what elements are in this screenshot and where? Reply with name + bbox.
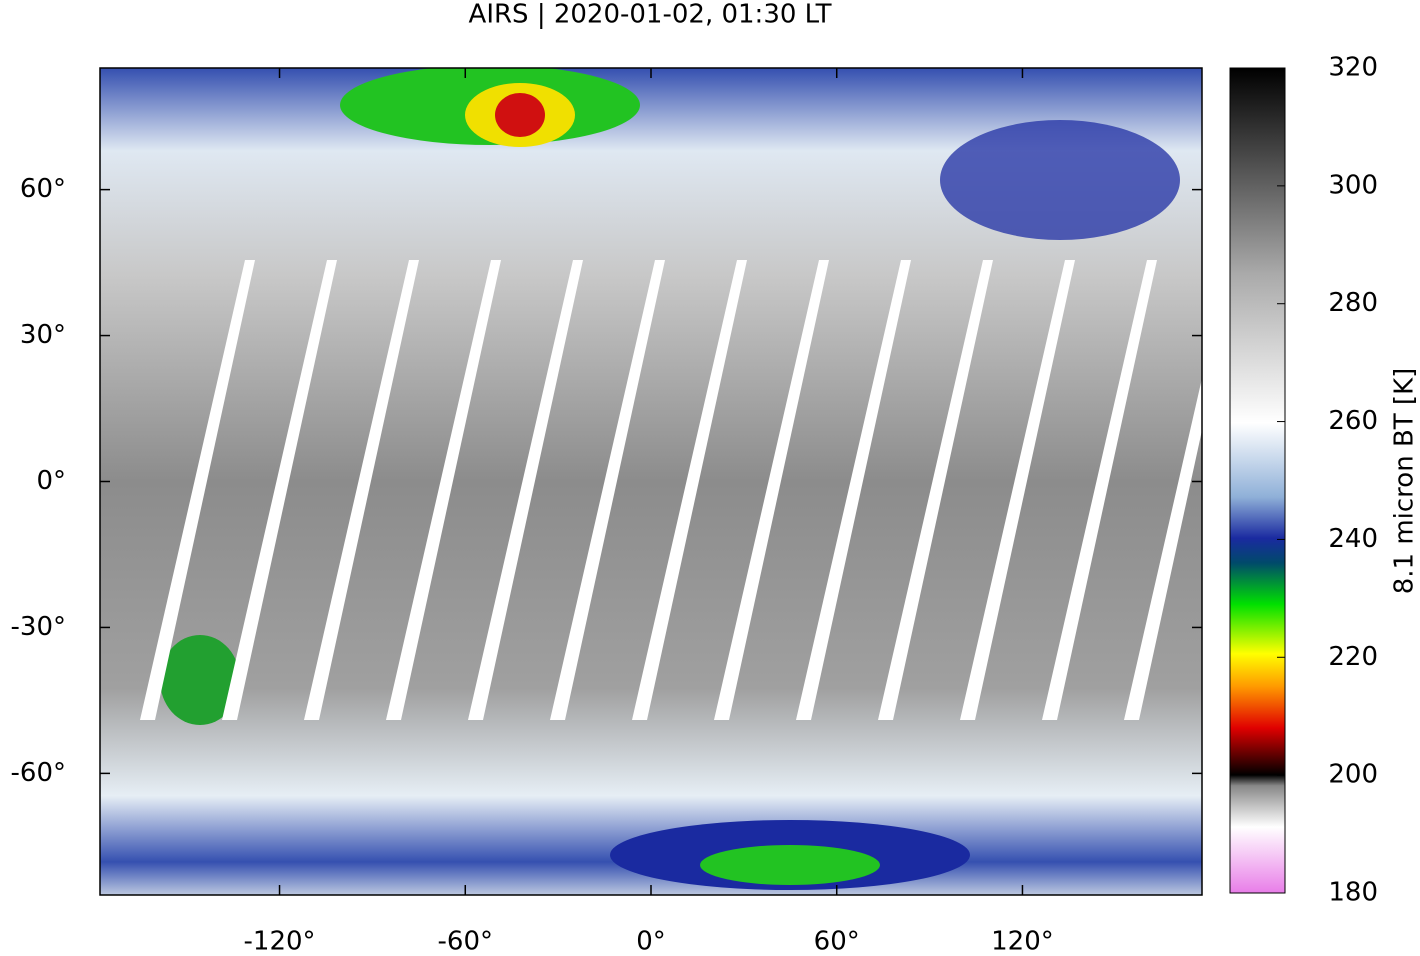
data-gap	[140, 260, 255, 720]
y-tick-label: 60°	[20, 174, 66, 204]
colorbar	[1229, 67, 1286, 894]
colorbar-tick-label: 240	[1328, 524, 1378, 554]
x-tick-label: -120°	[244, 927, 316, 956]
x-tick-label: 0°	[636, 927, 666, 956]
data-gap	[796, 260, 911, 720]
y-tick-label: -60°	[11, 758, 66, 788]
data-gap	[304, 260, 419, 720]
x-tick-label: -60°	[438, 927, 493, 956]
colorbar-tick-label: 200	[1328, 760, 1378, 790]
colorbar-tick-label: 220	[1328, 642, 1378, 672]
data-gap	[632, 260, 747, 720]
y-tick-label: 30°	[20, 320, 66, 350]
data-gap	[1124, 378, 1202, 720]
cloud-region	[940, 120, 1180, 240]
y-tick-label: 0°	[36, 466, 66, 496]
data-gap	[1042, 260, 1157, 720]
data-gap	[386, 260, 501, 720]
data-gap	[878, 260, 993, 720]
data-gap	[960, 260, 1075, 720]
colorbar-tick-label: 300	[1328, 170, 1378, 200]
colorbar-tick-label: 320	[1328, 53, 1378, 83]
cloud-region	[495, 93, 545, 137]
data-gap	[550, 260, 665, 720]
x-tick-label: 120°	[991, 927, 1054, 956]
map-image	[100, 68, 1202, 895]
cloud-region	[160, 635, 240, 725]
colorbar-tick-label: 280	[1328, 288, 1378, 318]
data-gap	[468, 260, 583, 720]
data-gap	[222, 260, 337, 720]
chart-title: AIRS | 2020-01-02, 01:30 LT	[469, 0, 832, 30]
cloud-region	[700, 845, 880, 885]
x-tick-label: 60°	[814, 927, 860, 956]
colorbar-tick-label: 180	[1328, 878, 1378, 908]
colorbar-tick-label: 260	[1328, 406, 1378, 436]
data-gap	[714, 260, 829, 720]
y-tick-label: -30°	[11, 612, 66, 642]
colorbar-label: 8.1 micron BT [K]	[1390, 368, 1420, 595]
